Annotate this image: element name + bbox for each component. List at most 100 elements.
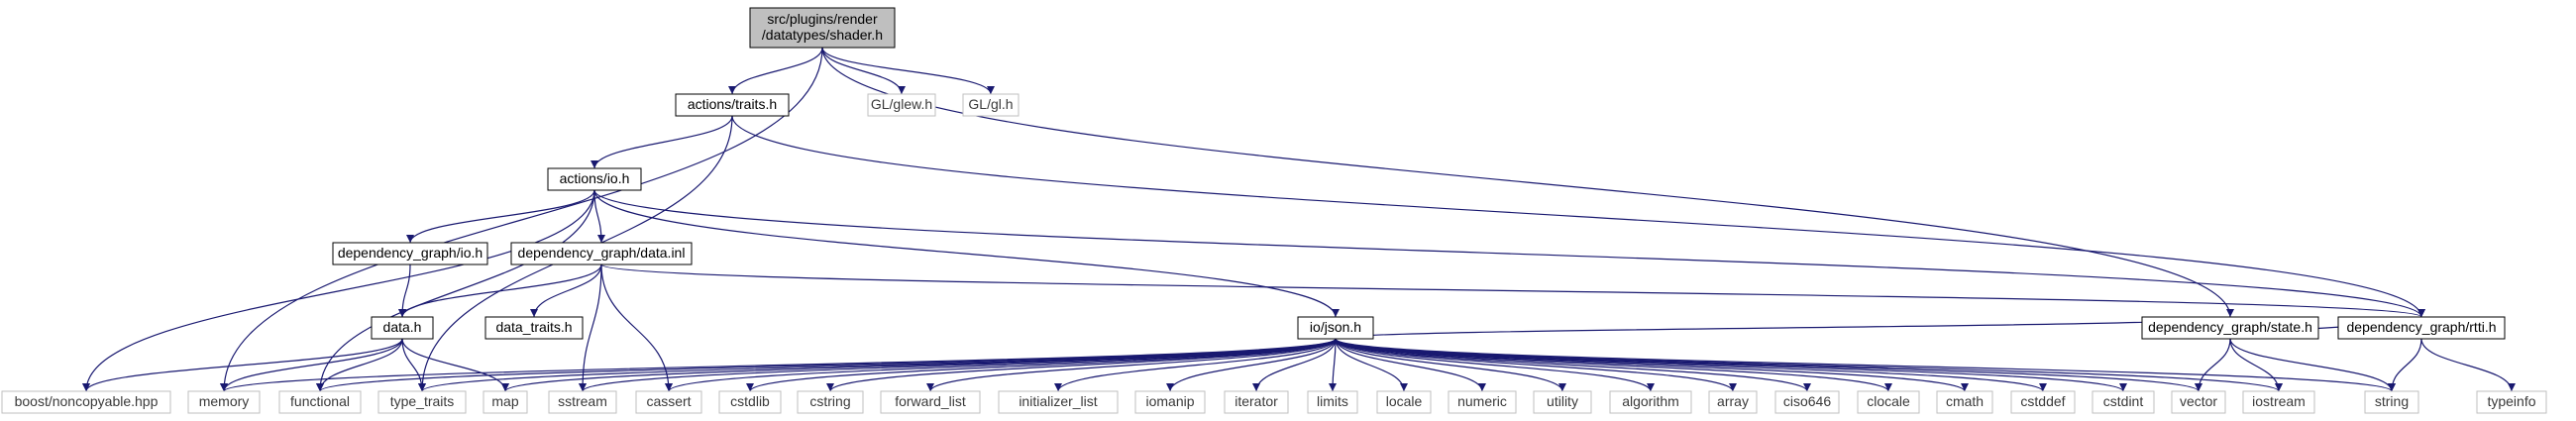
- edge-io_json_h-to-functional: [316, 338, 1337, 392]
- node-dg_io_h[interactable]: dependency_graph/io.h: [332, 242, 488, 265]
- nodes-layer: src/plugins/render/datatypes/shader.h mem…: [1, 7, 2547, 414]
- node-vector: vector: [2171, 390, 2226, 414]
- node-iomanip: iomanip: [1134, 390, 1206, 414]
- edge-io_json_h-to-string: [1335, 338, 2396, 392]
- node-limits: limits: [1307, 390, 1358, 414]
- edge-io_json_h-to-iterator: [1252, 338, 1337, 392]
- node-iterator: iterator: [1224, 390, 1289, 414]
- edge-data_h-to-boost_noncopyable: [82, 338, 403, 392]
- node-dg_data_inl[interactable]: dependency_graph/data.inl: [510, 242, 693, 265]
- node-box: [718, 390, 782, 414]
- node-sstream: sstream: [548, 390, 617, 414]
- node-box: [547, 167, 642, 191]
- node-box: [749, 7, 896, 49]
- edge-dg_state_h-to-string: [2229, 338, 2396, 392]
- edge-io_json_h-to-iostream: [1335, 338, 2283, 392]
- node-shader_h[interactable]: src/plugins/render/datatypes/shader.h: [749, 7, 896, 49]
- node-label: src/plugins/render: [767, 11, 878, 27]
- node-cstddef: cstddef: [2010, 390, 2076, 414]
- node-actions_traits_h[interactable]: actions/traits.h: [675, 93, 790, 117]
- node-label: iomanip: [1145, 393, 1194, 409]
- edge-data_h-to-memory: [220, 338, 403, 392]
- node-dg_state_h[interactable]: dependency_graph/state.h: [2141, 316, 2319, 340]
- node-box: [1857, 390, 1920, 414]
- node-utility: utility: [1533, 390, 1592, 414]
- node-box: [1376, 390, 1432, 414]
- node-box: [2092, 390, 2155, 414]
- edge-io_json_h-to-limits: [1329, 338, 1338, 392]
- edge-io_json_h-to-sstream: [579, 338, 1337, 392]
- node-label: boost/noncopyable.hpp: [15, 393, 159, 409]
- node-box: [1936, 390, 1993, 414]
- node-box: [675, 93, 790, 117]
- edge-io_json_h-to-initializer_list: [1054, 338, 1337, 392]
- node-box: [1448, 390, 1517, 414]
- node-cstring: cstring: [797, 390, 864, 414]
- node-label: /datatypes/shader.h: [762, 27, 883, 43]
- node-string: string: [2364, 390, 2419, 414]
- edge-io_json_h-to-iomanip: [1166, 338, 1337, 392]
- node-label: cstdint: [2103, 393, 2144, 409]
- edge-dg_rtti_h-to-string: [2388, 338, 2422, 392]
- node-box: [1224, 390, 1289, 414]
- node-data_traits_h[interactable]: data_traits.h: [484, 316, 584, 340]
- node-dg_rtti_h[interactable]: dependency_graph/rtti.h: [2337, 316, 2506, 340]
- node-box: [867, 93, 936, 117]
- edge-io_json_h-to-cassert: [665, 338, 1337, 392]
- node-label: dependency_graph/data.inl: [518, 245, 686, 261]
- node-cmath: cmath: [1936, 390, 1993, 414]
- node-box: [880, 390, 981, 414]
- node-box: [510, 242, 693, 265]
- node-label: dependency_graph/io.h: [338, 245, 483, 261]
- node-cassert: cassert: [635, 390, 702, 414]
- edge-actions_io_h-to-functional: [316, 189, 595, 392]
- node-box: [2141, 316, 2319, 340]
- node-boost_noncopyable: boost/noncopyable.hpp: [1, 390, 171, 414]
- node-box: [962, 93, 1020, 117]
- node-label: actions/io.h: [560, 170, 630, 186]
- node-label: cmath: [1946, 393, 1984, 409]
- node-box: [483, 390, 528, 414]
- node-io_json_h[interactable]: io/json.h: [1297, 316, 1374, 340]
- edge-actions_io_h-to-dg_rtti_h: [593, 189, 2425, 318]
- node-box: [1, 390, 171, 414]
- node-map: map: [483, 390, 528, 414]
- edge-actions_io_h-to-dg_data_inl: [593, 189, 605, 244]
- edge-actions_io_h-to-dg_io_h: [406, 189, 595, 244]
- edge-dg_data_inl-to-data_traits_h: [530, 263, 602, 318]
- edge-actions_traits_h-to-dg_rtti_h: [731, 115, 2425, 318]
- edge-io_json_h-to-algorithm: [1335, 338, 1655, 392]
- node-cstdint: cstdint: [2092, 390, 2155, 414]
- node-box: [2337, 316, 2506, 340]
- node-label: data.h: [383, 319, 422, 335]
- edge-io_json_h-to-vector: [1335, 338, 2202, 392]
- node-algorithm: algorithm: [1609, 390, 1692, 414]
- node-data_h[interactable]: data.h: [371, 316, 434, 340]
- edge-io_json_h-to-cmath: [1335, 338, 1969, 392]
- node-label: type_traits: [390, 393, 455, 409]
- node-box: [1533, 390, 1592, 414]
- node-functional: functional: [278, 390, 362, 414]
- node-clocale: clocale: [1857, 390, 1920, 414]
- node-box: [2476, 390, 2547, 414]
- edge-io_json_h-to-utility: [1335, 338, 1566, 392]
- node-typeinfo: typeinfo: [2476, 390, 2547, 414]
- node-type_traits: type_traits: [377, 390, 467, 414]
- edge-data_h-to-map: [401, 338, 509, 392]
- edge-dg_data_inl-to-data_h: [398, 263, 602, 318]
- node-actions_io_h[interactable]: actions/io.h: [547, 167, 642, 191]
- edge-io_json_h-to-map: [501, 338, 1337, 392]
- node-label: iostream: [2252, 393, 2306, 409]
- node-box: [377, 390, 467, 414]
- node-label: cstddef: [2020, 393, 2065, 409]
- node-label: map: [491, 393, 518, 409]
- node-box: [1708, 390, 1758, 414]
- node-label: clocale: [1867, 393, 1910, 409]
- node-memory: memory: [187, 390, 261, 414]
- node-initializer_list: initializer_list: [998, 390, 1119, 414]
- node-label: memory: [199, 393, 250, 409]
- node-label: initializer_list: [1019, 393, 1097, 409]
- node-box: [548, 390, 617, 414]
- edges-layer: [82, 47, 2516, 392]
